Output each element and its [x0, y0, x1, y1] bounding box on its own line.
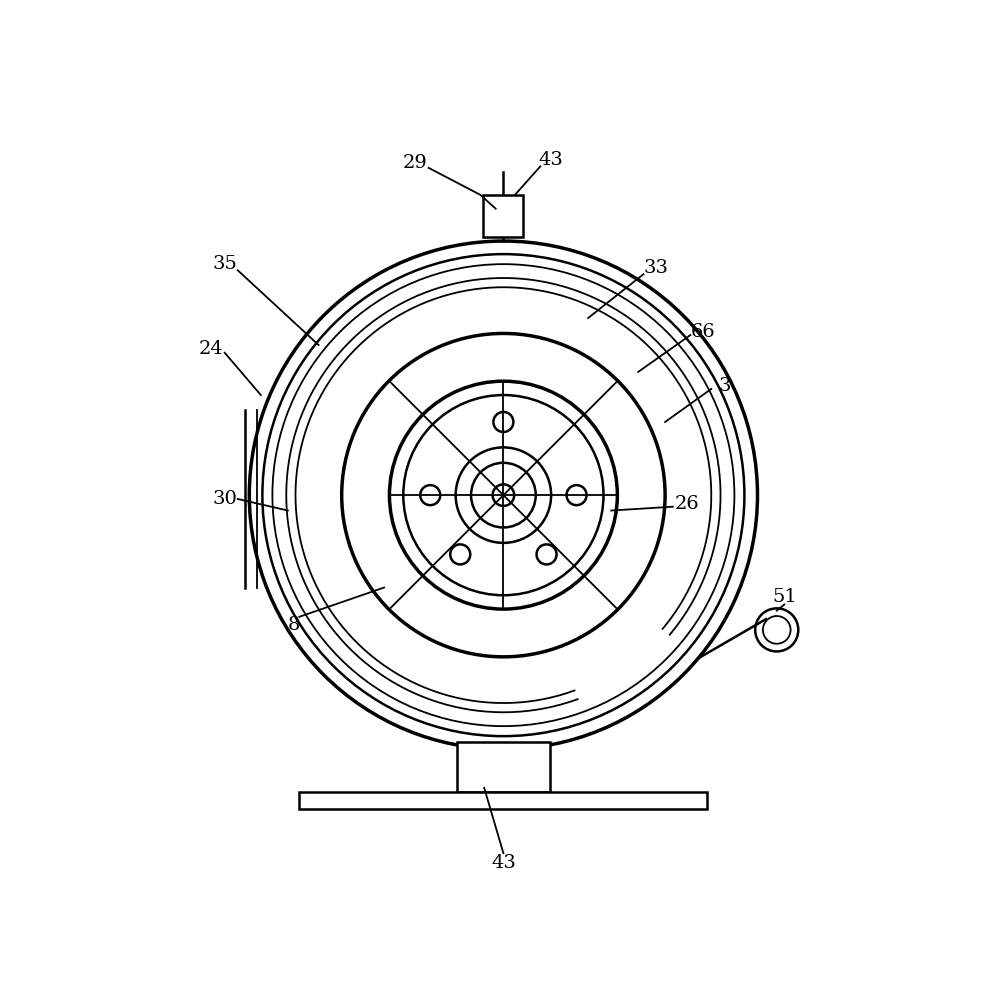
Text: 29: 29 [403, 153, 427, 172]
Bar [457, 741, 550, 791]
Text: 51: 51 [772, 588, 797, 606]
Text: 26: 26 [674, 495, 699, 514]
Text: 30: 30 [213, 490, 237, 508]
Text: 3: 3 [719, 377, 732, 395]
Text: 43: 43 [491, 854, 516, 872]
Text: 66: 66 [691, 323, 716, 341]
Text: 43: 43 [539, 151, 564, 169]
Text: 24: 24 [199, 340, 224, 357]
Bar [300, 791, 707, 808]
Bar [484, 194, 523, 238]
Text: 33: 33 [644, 259, 669, 277]
Text: 35: 35 [213, 255, 237, 273]
Text: 8: 8 [288, 616, 300, 633]
